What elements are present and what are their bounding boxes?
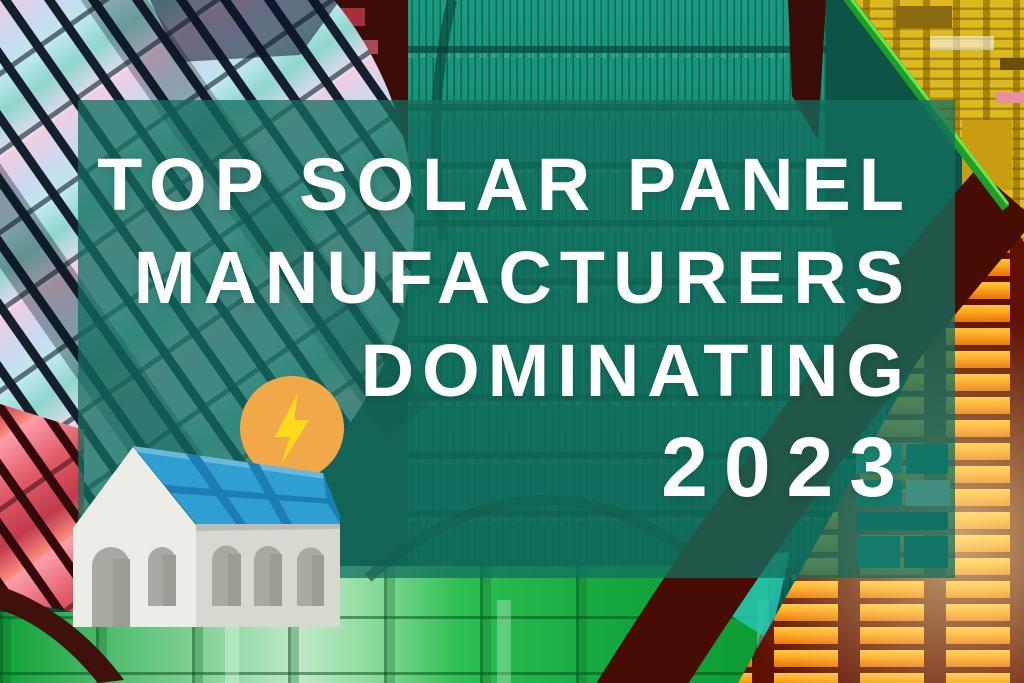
solar-roof	[133, 446, 340, 524]
solar-panel-gridlines	[165, 454, 340, 524]
title-line-year: 2023	[661, 420, 912, 514]
lightning-bolt-icon	[275, 393, 309, 465]
title-line-1: TOP SOLAR PANEL	[97, 143, 912, 226]
solar-house-icon	[73, 376, 344, 627]
sun-lightning-icon	[240, 376, 344, 480]
title-line-3: DOMINATING	[360, 329, 912, 412]
red-wafer	[0, 404, 124, 683]
door-shading	[113, 554, 324, 627]
title-line-2: MANUFACTURERS	[133, 236, 912, 319]
banner-title: TOP SOLAR PANEL MANUFACTURERS DOMINATING…	[97, 138, 912, 517]
